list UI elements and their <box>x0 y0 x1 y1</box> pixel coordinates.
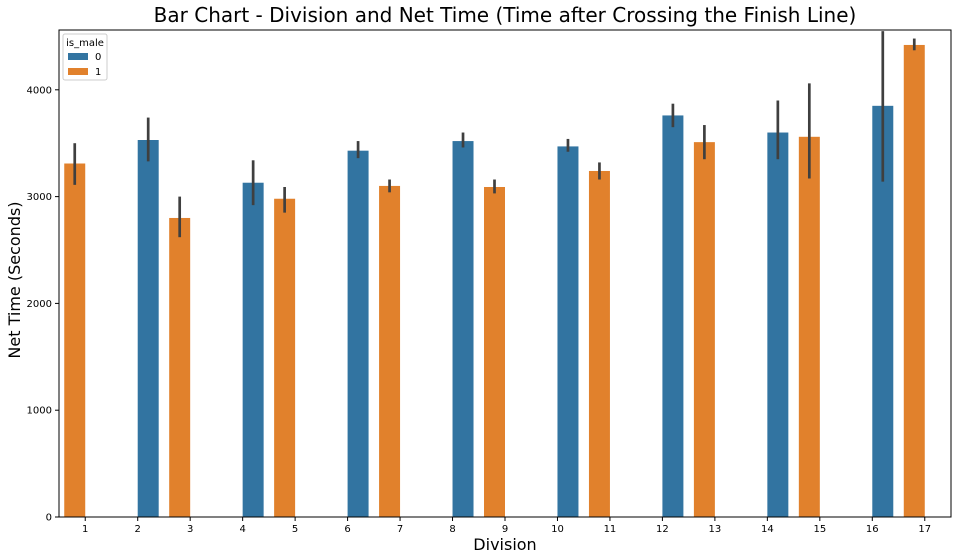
x-axis: 1 2 3 4 5 6 7 8 9 10 11 12 13 14 15 16 17 <box>82 517 931 535</box>
y-tick-label: 3000 <box>27 192 52 203</box>
x-tick-label: 16 <box>866 524 879 535</box>
bar-0-6 <box>347 150 369 518</box>
x-tick-label: 2 <box>135 524 141 535</box>
y-tick-label: 1000 <box>27 406 52 417</box>
y-tick-label: 2000 <box>27 299 52 310</box>
x-tick-label: 13 <box>709 524 722 535</box>
legend-swatch-1 <box>68 68 88 75</box>
legend: is_male 0 1 <box>62 33 108 81</box>
x-tick-label: 15 <box>813 524 826 535</box>
y-tick-label: 4000 <box>27 85 52 96</box>
bar-1-9 <box>484 186 505 518</box>
bar-0-8 <box>452 141 474 517</box>
bar-0-14 <box>767 132 789 518</box>
bar-1-7 <box>379 185 401 517</box>
plot-area <box>58 29 952 518</box>
x-tick-label: 7 <box>397 524 403 535</box>
x-tick-label: 12 <box>656 524 669 535</box>
legend-title: is_male <box>66 38 104 49</box>
y-axis: 0 1000 2000 3000 4000 <box>27 85 59 524</box>
x-tick-label: 6 <box>344 524 350 535</box>
legend-swatch-0 <box>68 53 88 60</box>
x-tick-label: 14 <box>761 524 774 535</box>
x-tick-label: 8 <box>449 524 455 535</box>
bar-0-16 <box>872 105 894 517</box>
bar-1-13 <box>693 142 715 517</box>
x-tick-label: 5 <box>292 524 298 535</box>
bar-1-3 <box>169 217 191 517</box>
x-tick-label: 9 <box>502 524 508 535</box>
x-tick-label: 11 <box>604 524 617 535</box>
bar-0-2 <box>137 140 159 517</box>
bar-0-10 <box>557 146 579 517</box>
x-tick-label: 10 <box>551 524 564 535</box>
bar-1-17 <box>903 44 925 518</box>
bar-0-12 <box>662 115 684 517</box>
y-tick-label: 0 <box>46 513 52 524</box>
x-tick-label: 1 <box>82 524 88 535</box>
bar-1-1 <box>64 163 86 517</box>
bar-0-4 <box>242 182 264 517</box>
bar-1-15 <box>798 136 820 517</box>
x-tick-label: 3 <box>187 524 193 535</box>
x-tick-label: 4 <box>239 524 245 535</box>
y-axis-label: Net Time (Seconds) <box>5 201 24 358</box>
x-tick-label: 17 <box>918 524 931 535</box>
legend-label-0: 0 <box>95 52 101 63</box>
legend-label-1: 1 <box>95 67 101 78</box>
bar-1-11 <box>588 170 610 517</box>
x-axis-label: Division <box>473 535 536 554</box>
bar-1-5 <box>274 198 296 518</box>
chart-title: Bar Chart - Division and Net Time (Time … <box>154 3 857 27</box>
